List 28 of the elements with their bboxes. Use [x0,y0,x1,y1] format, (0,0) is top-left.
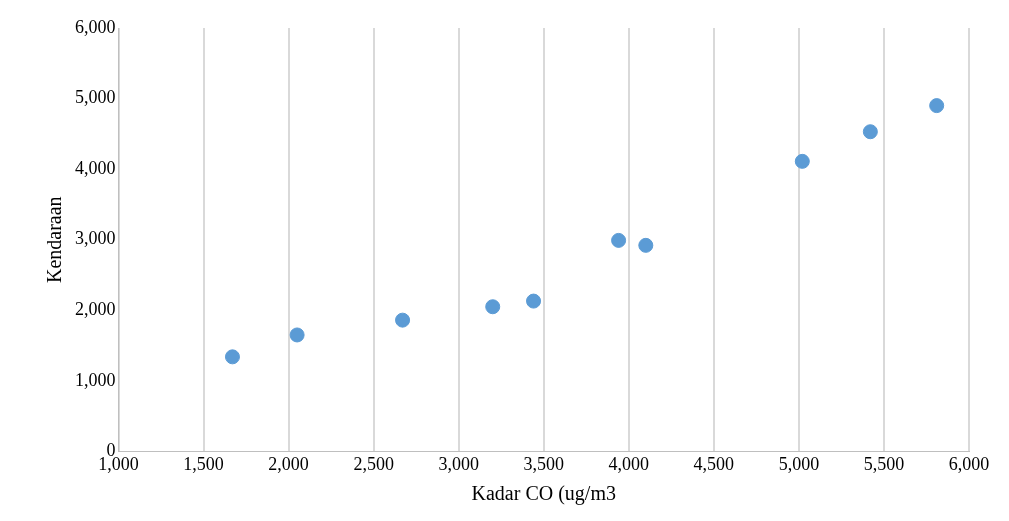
y-tick-label: 6,000 [75,16,116,37]
point [929,98,945,114]
y-tick-label: 2,000 [75,299,116,319]
point [638,237,654,253]
point [794,153,810,169]
y-tick-label: 4,000 [75,157,116,178]
x-tick-label: 2,500 [353,453,394,474]
point [611,232,627,248]
x-tick-label: 4,500 [693,453,735,474]
point [224,349,240,365]
point [526,293,542,309]
y-axis-title: Kendaraan [43,196,66,284]
x-tick-label: 5,000 [778,453,820,474]
x-axis-title: Kadar CO (ug/m3 [471,482,616,506]
y-tick-label: 3,000 [75,228,116,249]
x-tick-label: 5,500 [863,453,905,474]
x-tick-label: 3,500 [523,453,564,474]
x-tick-label: 4,000 [608,453,650,474]
x-tick-label: 3,000 [438,453,479,474]
y-tick-label: 1,000 [75,369,116,390]
point [395,312,411,328]
point [289,327,305,343]
point [862,124,878,140]
x-tick-label: 1,500 [183,453,224,474]
x-tick-label: 2,000 [268,453,309,474]
x-tick-label: 6,000 [948,453,990,474]
y-tick-label: 5,000 [75,87,116,108]
point [485,299,501,315]
